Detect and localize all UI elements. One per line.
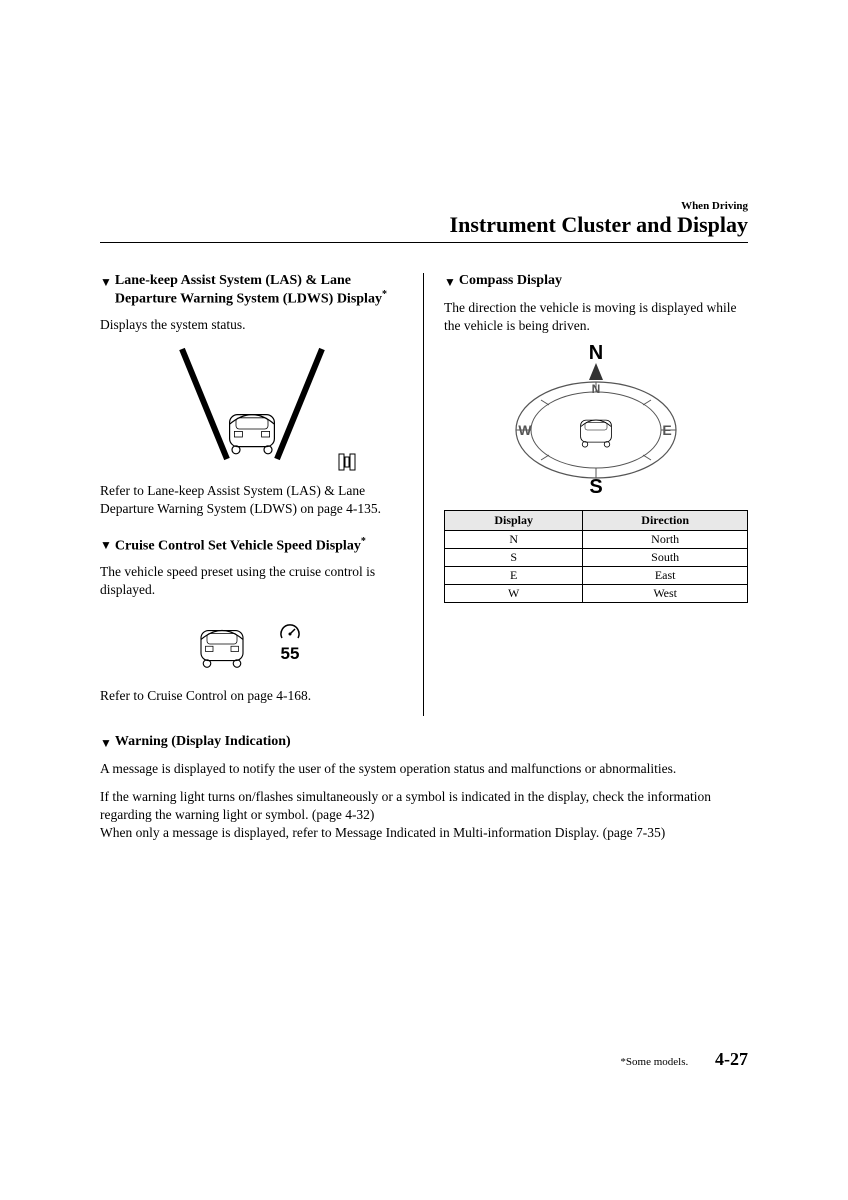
compass-heading: ▼ Compass Display	[444, 273, 748, 291]
asterisk: *	[382, 289, 387, 300]
table-row: W West	[445, 585, 748, 603]
svg-text:N: N	[592, 382, 601, 396]
svg-text:E: E	[662, 422, 671, 438]
triangle-icon: ▼	[100, 273, 112, 291]
warning-p2: If the warning light turns on/flashes si…	[100, 788, 748, 824]
las-body: Displays the system status.	[100, 316, 403, 334]
page-header: When Driving Instrument Cluster and Disp…	[100, 200, 748, 243]
warning-p3: When only a message is displayed, refer …	[100, 824, 748, 842]
header-title: Instrument Cluster and Display	[100, 212, 748, 238]
las-title: Lane-keep Assist System (LAS) & Lane Dep…	[115, 273, 382, 307]
page-number: 4-27	[715, 1049, 748, 1069]
cruise-refer: Refer to Cruise Control on page 4-168.	[100, 687, 403, 705]
cruise-diagram-icon: 55	[162, 609, 342, 679]
footer-note: *Some models.	[620, 1056, 688, 1068]
warning-heading: ▼ Warning (Display Indication)	[100, 734, 748, 752]
header-category: When Driving	[100, 200, 748, 212]
svg-text:N: N	[589, 345, 603, 364]
compass-body: The direction the vehicle is moving is d…	[444, 299, 748, 335]
cruise-body: The vehicle speed preset using the cruis…	[100, 563, 403, 599]
direction-table: Display Direction N North S South E	[444, 510, 748, 603]
las-heading: ▼ Lane-keep Assist System (LAS) & Lane D…	[100, 273, 403, 308]
page-footer: *Some models. 4-27	[620, 1049, 748, 1070]
triangle-icon: ▼	[100, 734, 112, 752]
triangle-icon: ▼	[100, 536, 112, 554]
cruise-title: Cruise Control Set Vehicle Speed Display	[115, 539, 361, 554]
warning-section: ▼ Warning (Display Indication) A message…	[100, 734, 748, 843]
las-refer: Refer to Lane-keep Assist System (LAS) &…	[100, 482, 403, 518]
right-column: ▼ Compass Display The direction the vehi…	[424, 273, 748, 716]
table-row: S South	[445, 549, 748, 567]
svg-text:S: S	[589, 476, 602, 498]
cruise-heading: ▼ Cruise Control Set Vehicle Speed Displ…	[100, 536, 403, 555]
asterisk: *	[361, 536, 366, 547]
table-row: E East	[445, 567, 748, 585]
lane-diagram-icon	[137, 344, 367, 474]
table-header: Display	[445, 511, 583, 531]
compass-title: Compass Display	[459, 273, 748, 289]
triangle-icon: ▼	[444, 273, 456, 291]
cruise-value: 55	[280, 644, 299, 663]
svg-text:W: W	[518, 422, 532, 438]
warning-title: Warning (Display Indication)	[115, 734, 748, 750]
warning-p1: A message is displayed to notify the use…	[100, 760, 748, 778]
compass-diagram-icon: N N S W E	[481, 345, 711, 500]
left-column: ▼ Lane-keep Assist System (LAS) & Lane D…	[100, 273, 424, 716]
table-row: N North	[445, 531, 748, 549]
table-header: Direction	[583, 511, 748, 531]
